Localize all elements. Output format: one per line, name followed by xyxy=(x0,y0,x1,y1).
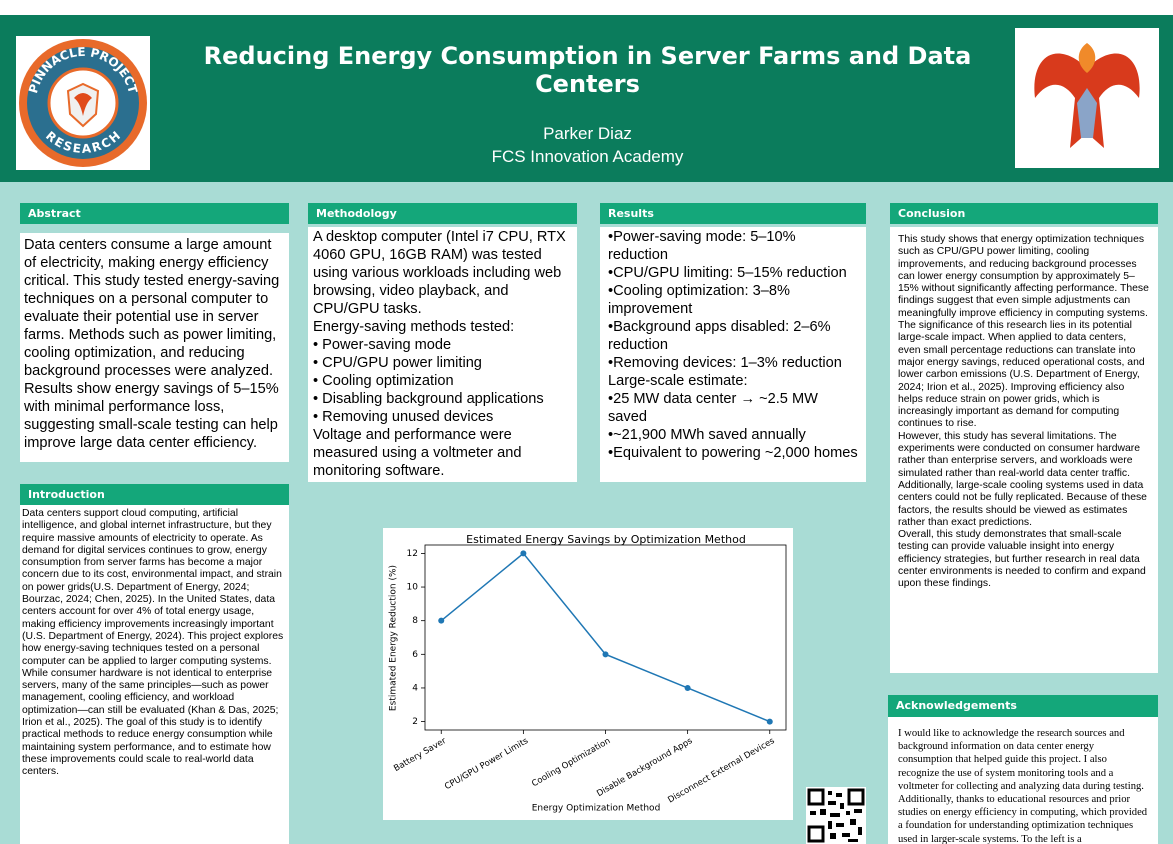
phoenix-head xyxy=(1078,43,1096,73)
methodology-item: • Cooling optimization xyxy=(313,373,454,389)
data-point xyxy=(520,550,527,557)
results-item: •Removing devices: 1–3% reduction xyxy=(608,355,842,371)
school: FCS Innovation Academy xyxy=(491,147,684,166)
y-tick-label: 4 xyxy=(412,683,418,693)
introduction-text: Data centers support cloud computing, ar… xyxy=(22,508,284,778)
results-item: •CPU/GPU limiting: 5–15% reduction xyxy=(608,265,847,281)
section-heading: Acknowledgements xyxy=(888,695,1158,717)
section-heading: Methodology xyxy=(308,203,577,224)
conclusion-paragraph: This study shows that energy optimizatio… xyxy=(898,234,1149,319)
results-estimate-heading: Large-scale estimate: xyxy=(608,373,748,389)
acknowledgements-text: I would like to acknowledge the research… xyxy=(898,728,1148,844)
y-tick-label: 6 xyxy=(412,650,418,660)
methodology-intro: A desktop computer (Intel i7 CPU, RTX 40… xyxy=(313,229,566,317)
acknowledgements-box: I would like to acknowledge the research… xyxy=(888,717,1158,844)
top-strip xyxy=(0,0,1173,15)
methodology-item: • Power-saving mode xyxy=(313,337,452,353)
methodology-item: • Removing unused devices xyxy=(313,409,494,425)
methodology-list-heading: Energy-saving methods tested: xyxy=(313,319,515,335)
author-block: Parker Diaz FCS Innovation Academy xyxy=(300,122,875,168)
results-box: •Power-saving mode: 5–10% reduction •CPU/… xyxy=(600,227,866,482)
right-logo xyxy=(1015,28,1159,168)
conclusion-text: This study shows that energy optimizatio… xyxy=(898,234,1150,591)
methodology-list: • Power-saving mode • CPU/GPU power limit… xyxy=(313,336,572,426)
conclusion-paragraph: However, this study has several limitati… xyxy=(898,430,1147,528)
introduction-box: Data centers support cloud computing, ar… xyxy=(20,505,289,844)
header xyxy=(0,15,1173,182)
data-point xyxy=(602,651,609,658)
section-heading: Abstract xyxy=(20,203,289,224)
results-estimate: •~21,900 MWh saved annually xyxy=(608,427,806,443)
abstract-text: Data centers consume a large amount of e… xyxy=(24,237,280,451)
author: Parker Diaz xyxy=(543,124,632,143)
chart-title: Estimated Energy Savings by Optimization… xyxy=(466,533,746,546)
y-tick-label: 10 xyxy=(407,583,419,593)
data-point xyxy=(684,684,691,691)
section-heading: Conclusion xyxy=(890,203,1158,224)
methodology-item: • Disabling background applications xyxy=(313,391,544,407)
qr-code xyxy=(806,787,866,844)
data-line xyxy=(440,552,771,723)
poster-title: Reducing Energy Consumption in Server Fa… xyxy=(203,42,972,98)
results-list: •Power-saving mode: 5–10% reduction •CPU/… xyxy=(608,228,858,372)
y-tick-label: 8 xyxy=(412,616,418,626)
data-point xyxy=(438,617,445,624)
qr-finder xyxy=(807,825,825,843)
qr-finder xyxy=(847,788,865,806)
plot-frame xyxy=(424,544,787,731)
results-estimate: •25 MW data center → ~2.5 MW saved xyxy=(608,391,818,425)
results-item: •Background apps disabled: 2–6% reductio… xyxy=(608,319,831,353)
results-item: •Cooling optimization: 3–8% improvement xyxy=(608,283,790,317)
results-estimate: •Equivalent to powering ~2,000 homes xyxy=(608,445,858,461)
x-tick-label: Cooling Optimization xyxy=(530,736,612,789)
y-axis-label: Estimated Energy Reduction (%) xyxy=(389,565,399,711)
phoenix-body xyxy=(1077,88,1097,138)
x-tick-label: CPU/GPU Power Limits xyxy=(443,736,530,792)
section-heading: Results xyxy=(600,203,866,224)
section-heading: Introduction xyxy=(20,484,289,505)
methodology-item: • CPU/GPU power limiting xyxy=(313,355,482,371)
data-point xyxy=(766,718,773,725)
qr-modules xyxy=(810,791,862,842)
x-tick-label: Battery Saver xyxy=(392,736,448,774)
conclusion-box: This study shows that energy optimizatio… xyxy=(890,227,1158,673)
logo-bird xyxy=(74,93,92,116)
left-logo: PINNACLE PROJECT RESEARCH xyxy=(16,36,150,170)
abstract-box: Data centers consume a large amount of e… xyxy=(20,233,289,462)
y-tick-label: 12 xyxy=(407,549,418,559)
methodology-outro: Voltage and performance were measured us… xyxy=(313,427,522,479)
conclusion-paragraph: Overall, this study demonstrates that sm… xyxy=(898,529,1146,590)
methodology-box: A desktop computer (Intel i7 CPU, RTX 40… xyxy=(308,227,577,482)
results-item: •Power-saving mode: 5–10% reduction xyxy=(608,229,796,263)
conclusion-paragraph: The significance of this research lies i… xyxy=(898,320,1145,430)
x-axis-label: Energy Optimization Method xyxy=(532,804,661,814)
results-estimates: •25 MW data center → ~2.5 MW saved •~21,9… xyxy=(608,390,858,462)
qr-finder xyxy=(807,788,825,806)
y-tick-label: 2 xyxy=(412,717,418,727)
chart: Estimated Energy Savings by Optimization… xyxy=(383,528,793,820)
